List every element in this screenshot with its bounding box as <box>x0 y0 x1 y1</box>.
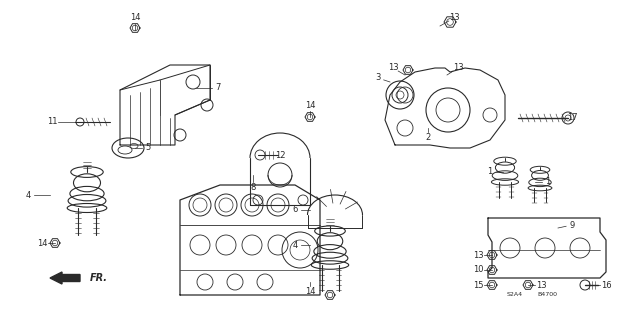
Text: 13: 13 <box>536 281 547 290</box>
Text: 9: 9 <box>570 220 575 229</box>
Text: 14: 14 <box>36 238 47 247</box>
Text: 13: 13 <box>449 13 460 22</box>
Text: 12: 12 <box>275 150 285 159</box>
Text: 13: 13 <box>473 251 483 260</box>
Text: 6: 6 <box>292 205 298 214</box>
Text: 3: 3 <box>375 74 381 83</box>
Text: 13: 13 <box>388 63 398 73</box>
Text: 2: 2 <box>426 133 431 142</box>
Text: 14: 14 <box>130 13 140 22</box>
Text: 10: 10 <box>473 266 483 275</box>
Text: 15: 15 <box>473 281 483 290</box>
Text: 13: 13 <box>452 63 463 73</box>
Text: 1: 1 <box>545 178 550 187</box>
Text: 4: 4 <box>292 241 298 250</box>
Text: 8: 8 <box>250 183 256 193</box>
Text: 7: 7 <box>215 84 221 92</box>
Text: 5: 5 <box>145 143 150 153</box>
Text: S2A4: S2A4 <box>507 292 523 298</box>
Text: 16: 16 <box>601 281 611 290</box>
FancyArrow shape <box>50 272 80 284</box>
Text: 1: 1 <box>488 167 493 177</box>
Text: 11: 11 <box>47 117 57 126</box>
Text: 17: 17 <box>566 114 577 123</box>
Text: FR.: FR. <box>90 273 108 283</box>
Text: 14: 14 <box>305 287 316 297</box>
Text: B4700: B4700 <box>537 292 557 298</box>
Text: 4: 4 <box>26 190 31 199</box>
Text: 14: 14 <box>305 100 316 109</box>
